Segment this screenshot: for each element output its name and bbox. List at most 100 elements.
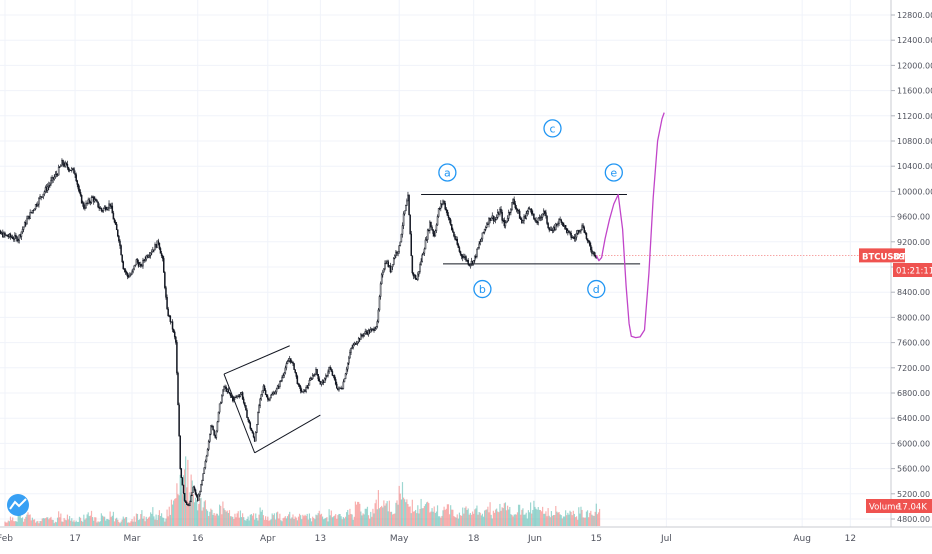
volume-bar <box>551 511 552 526</box>
candle-body <box>344 379 345 382</box>
tradingview-logo-icon[interactable] <box>7 494 29 516</box>
candle-body <box>531 209 532 213</box>
volume-bar <box>523 515 524 526</box>
candle-body <box>218 412 219 422</box>
candle-body <box>21 232 22 237</box>
volume-bar <box>44 518 45 526</box>
candle-body <box>260 399 261 406</box>
volume-bar <box>59 517 60 526</box>
volume-bar <box>449 514 450 526</box>
volume-bar <box>463 514 464 526</box>
candle-body <box>565 225 566 228</box>
volume-bar <box>93 521 94 526</box>
volume-bar <box>243 517 244 526</box>
volume-bar <box>186 487 187 526</box>
volume-bar <box>346 512 347 526</box>
candle-body <box>287 362 288 364</box>
volume-bar <box>4 522 5 526</box>
volume-bar <box>310 518 311 526</box>
candle-body <box>194 487 195 490</box>
candle-body <box>317 369 318 374</box>
volume-bar <box>232 517 233 526</box>
volume-bar <box>142 519 143 526</box>
volume-bar <box>143 516 144 526</box>
volume-bar <box>46 517 47 526</box>
volume-bar <box>312 517 313 526</box>
volume-bar <box>417 505 418 526</box>
volume-bar <box>77 522 78 526</box>
volume-bar <box>242 513 243 526</box>
volume-bar <box>227 511 228 526</box>
volume-bar <box>208 516 209 526</box>
volume-bar <box>459 513 460 526</box>
volume-bar <box>338 514 339 526</box>
candle-body <box>73 169 74 174</box>
volume-bar <box>277 512 278 526</box>
volume-bar <box>354 517 355 526</box>
volume-bar <box>469 515 470 526</box>
candle-body <box>170 316 171 322</box>
volume-bar <box>290 519 291 526</box>
candle-body <box>571 233 572 237</box>
volume-bar <box>79 517 80 526</box>
candle-body <box>275 392 276 394</box>
volume-bar <box>281 521 282 526</box>
volume-bar <box>263 515 264 526</box>
volume-bar <box>509 507 510 526</box>
volume-bar <box>197 510 198 526</box>
volume-bar <box>252 516 253 526</box>
y-tick-label: 7200.00 <box>897 364 930 373</box>
volume-bar <box>415 510 416 526</box>
volume-bar <box>116 518 117 526</box>
volume-bar <box>534 507 535 526</box>
volume-bar <box>230 516 231 526</box>
candle-body <box>308 385 309 387</box>
candle-body <box>297 376 298 383</box>
x-tick-label: Mar <box>124 534 141 544</box>
volume-bar <box>85 518 86 526</box>
y-tick-label: 12400.00 <box>897 36 932 45</box>
candle-body <box>403 214 404 226</box>
candle-body <box>415 275 416 279</box>
volume-bar <box>435 513 436 526</box>
candle-body <box>164 272 165 287</box>
volume-bar <box>433 512 434 526</box>
volume-bar <box>137 514 138 526</box>
volume-value: 17.04K <box>897 503 927 513</box>
candle-body <box>110 204 111 206</box>
candle-body <box>481 239 482 242</box>
volume-bar <box>211 510 212 526</box>
y-tick-label: 11200.00 <box>897 112 932 121</box>
volume-bar <box>234 514 235 526</box>
volume-bar <box>274 513 275 526</box>
volume-bar <box>84 520 85 526</box>
candle-body <box>461 254 462 256</box>
candle-body <box>119 241 120 246</box>
x-tick-label: Jul <box>660 534 672 544</box>
candle-body <box>77 181 78 185</box>
volume-bar <box>185 456 186 526</box>
volume-bar <box>357 502 358 526</box>
volume-bar <box>407 504 408 526</box>
candle-body <box>526 214 527 219</box>
volume-bar <box>7 522 8 526</box>
volume-bar <box>283 518 284 526</box>
candle-body <box>447 210 448 215</box>
volume-bar <box>260 507 261 526</box>
volume-bar <box>545 511 546 526</box>
volume-bar <box>502 507 503 526</box>
candle-body <box>330 367 331 369</box>
candle-body <box>296 372 297 376</box>
volume-bar <box>589 513 590 526</box>
candle-body <box>334 376 335 380</box>
candle-body <box>402 226 403 235</box>
volume-bar <box>461 516 462 526</box>
volume-bar <box>564 517 565 526</box>
volume-bar <box>60 514 61 526</box>
candle-body <box>202 480 203 484</box>
candle-body <box>505 223 506 226</box>
candle-body <box>83 203 84 209</box>
candle-body <box>179 405 180 436</box>
candle-body <box>444 201 445 203</box>
